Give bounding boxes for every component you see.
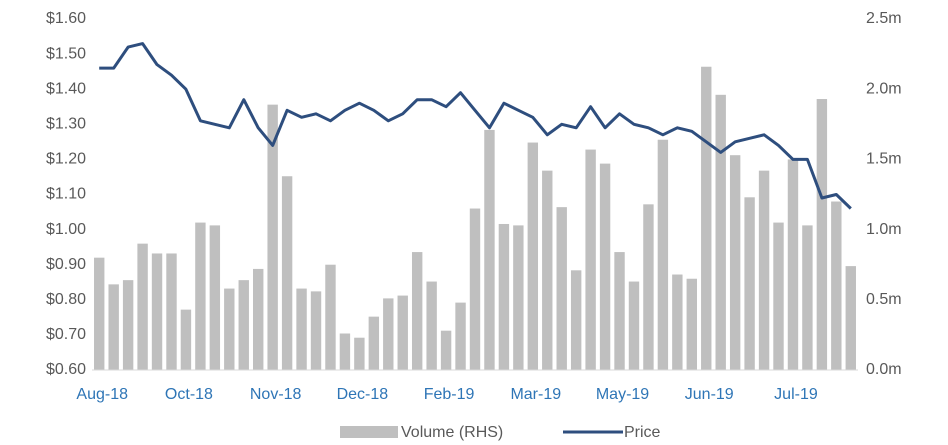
x-tick-label: Nov-18 — [250, 386, 302, 403]
bar — [180, 309, 192, 370]
y-tick-label: $1.60 — [46, 10, 86, 27]
bar — [513, 225, 524, 370]
y-tick-label: $1.00 — [46, 221, 86, 238]
y-tick-label: $1.50 — [46, 45, 86, 62]
bar — [744, 197, 755, 370]
bar — [383, 298, 394, 370]
bar — [484, 129, 495, 370]
bar — [137, 243, 148, 370]
x-tick-label: Mar-19 — [510, 386, 561, 403]
y-tick-label: $0.90 — [46, 256, 86, 273]
bar — [209, 225, 221, 370]
bar — [267, 104, 278, 371]
price-line — [99, 42, 852, 210]
y-tick-label: $0.70 — [46, 326, 86, 343]
y-tick-label: $1.30 — [46, 116, 86, 133]
bar — [296, 288, 307, 370]
bar — [643, 204, 654, 370]
bar — [686, 278, 697, 370]
legend-label: Volume (RHS) — [401, 424, 503, 441]
bar — [729, 155, 741, 370]
legend-label: Price — [624, 424, 661, 441]
bar — [253, 268, 264, 370]
bar — [845, 266, 856, 370]
y2-tick-label: 0.0m — [866, 361, 902, 378]
y-tick-label: $0.80 — [46, 291, 86, 308]
y-tick-label: $1.20 — [46, 151, 86, 168]
y2-tick-label: 1.5m — [866, 151, 902, 168]
bar — [166, 253, 177, 370]
bar — [585, 149, 596, 370]
x-tick-label: May-19 — [596, 386, 649, 403]
bar — [599, 163, 611, 370]
bar — [411, 252, 423, 370]
bar — [657, 139, 669, 370]
bar — [151, 253, 163, 370]
bar — [440, 330, 452, 370]
bar — [614, 252, 625, 370]
bar — [527, 142, 539, 370]
bar — [455, 302, 466, 370]
bar — [325, 264, 336, 370]
bar — [672, 274, 683, 370]
bar — [310, 291, 322, 370]
x-tick-label: Dec-18 — [337, 386, 389, 403]
bar — [469, 208, 481, 370]
x-tick-label: Jul-19 — [774, 386, 818, 403]
legend-swatch — [340, 426, 398, 438]
bar — [122, 280, 134, 370]
bar — [570, 270, 582, 370]
bar — [773, 222, 784, 370]
y2-tick-label: 0.5m — [866, 291, 902, 308]
bar — [556, 207, 567, 370]
bar — [368, 316, 380, 370]
y-tick-label: $1.40 — [46, 80, 86, 97]
bar — [339, 333, 351, 370]
y2-tick-label: 2.0m — [866, 80, 902, 97]
bar — [758, 170, 770, 370]
bar — [354, 337, 365, 370]
bar — [802, 225, 813, 370]
x-tick-label: Oct-18 — [165, 386, 213, 403]
bar — [281, 176, 293, 370]
x-tick-label: Feb-19 — [424, 386, 475, 403]
x-tick-label: Jun-19 — [685, 386, 734, 403]
y2-tick-label: 2.5m — [866, 10, 902, 27]
y-tick-label: $1.10 — [46, 186, 86, 203]
y-tick-label: $0.60 — [46, 361, 86, 378]
bar — [701, 66, 712, 371]
bar — [715, 94, 726, 370]
bar — [628, 281, 640, 370]
bar — [831, 201, 842, 370]
bar — [542, 170, 553, 370]
y2-tick-label: 1.0m — [866, 221, 902, 238]
bar — [94, 257, 105, 370]
bar — [426, 281, 437, 370]
bar — [816, 99, 828, 370]
x-tick-label: Aug-18 — [76, 386, 128, 403]
bar — [238, 280, 249, 370]
bar — [108, 284, 119, 370]
bar — [498, 223, 510, 370]
bar — [195, 222, 206, 370]
bar — [397, 295, 408, 370]
bar — [224, 288, 235, 370]
bar — [787, 159, 799, 370]
